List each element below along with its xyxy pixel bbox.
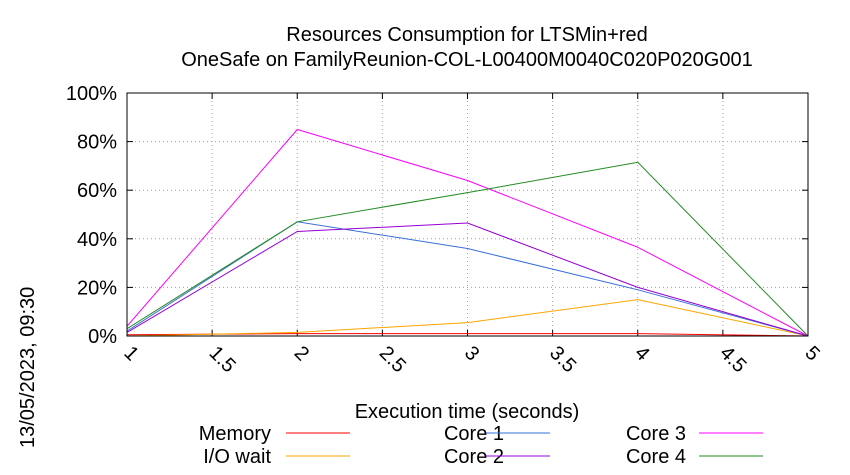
series-line-core-1 bbox=[126, 221, 809, 337]
timestamp-label: 13/05/2023, 09:30 bbox=[17, 287, 39, 448]
grid bbox=[127, 93, 808, 336]
x-tick-label: 4.5 bbox=[715, 342, 750, 377]
series-line-i-o-wait bbox=[126, 299, 809, 337]
y-tick-label: 40% bbox=[77, 229, 117, 251]
legend-label-core-1: Core 1 bbox=[444, 423, 504, 445]
y-tick-label: 0% bbox=[88, 326, 117, 348]
x-tick-label: 2.5 bbox=[375, 342, 410, 377]
chart-title: Resources Consumption for LTSMin+red bbox=[286, 24, 647, 46]
y-tick-label: 80% bbox=[77, 132, 117, 154]
x-tick-label: 4 bbox=[630, 342, 653, 365]
chart-subtitle: OneSafe on FamilyReunion-COL-L00400M0040… bbox=[181, 49, 752, 71]
y-tick-label: 20% bbox=[77, 277, 117, 299]
legend-label-i-o-wait: I/O wait bbox=[203, 446, 271, 468]
x-tick-label: 3 bbox=[460, 342, 483, 365]
x-axis-label: Execution time (seconds) bbox=[355, 401, 580, 423]
y-tick-label: 100% bbox=[66, 83, 117, 105]
series-line-core-3 bbox=[126, 128, 809, 337]
legend-label-memory: Memory bbox=[199, 423, 271, 445]
legend-label-core-3: Core 3 bbox=[626, 423, 686, 445]
y-tick-label: 60% bbox=[77, 180, 117, 202]
series-line-core-4 bbox=[126, 161, 809, 337]
x-tick-label: 2 bbox=[290, 342, 313, 365]
series-lines bbox=[126, 128, 809, 337]
x-tick-label: 3.5 bbox=[545, 342, 580, 377]
y-axis-ticks: 0% 20% 40% 60% 80% 100% bbox=[66, 83, 808, 348]
x-tick-label: 5 bbox=[800, 342, 823, 365]
plot-frame bbox=[126, 92, 809, 337]
series-line-core-2 bbox=[126, 222, 809, 337]
x-tick-label: 1 bbox=[119, 342, 142, 365]
x-tick-label: 1.5 bbox=[205, 342, 240, 377]
legend-label-core-4: Core 4 bbox=[626, 446, 686, 468]
legend-label-core-2: Core 2 bbox=[444, 446, 504, 468]
